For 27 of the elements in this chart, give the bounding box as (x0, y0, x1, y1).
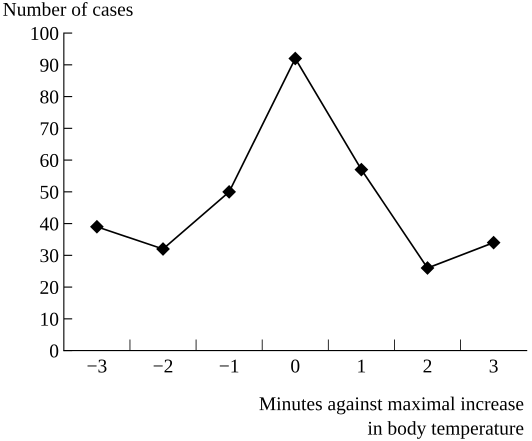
y-tick-label: 100 (32, 26, 58, 40)
x-tick-label: 3 (490, 360, 498, 373)
y-tick-label: 60 (40, 154, 58, 168)
x-tick-label: −2 (154, 360, 172, 372)
point (487, 236, 500, 250)
y-tick-label: 10 (41, 312, 58, 326)
y-tick-label: 40 (40, 217, 58, 231)
y-tick-label: 80 (40, 90, 58, 104)
x-tick-label: −1 (220, 360, 238, 372)
y-tick-label: 50 (40, 186, 58, 199)
y-tick-label: 70 (40, 122, 58, 136)
y-tick-label: 20 (40, 280, 58, 294)
point (354, 163, 368, 176)
y-axis-title: Number of cases (3, 2, 133, 16)
point (288, 52, 302, 66)
point (222, 185, 236, 198)
x-tick-label: −3 (88, 360, 106, 373)
x-tick-label: 1 (358, 360, 366, 372)
point (90, 220, 104, 234)
x-axis-title: Minutes against maximal increase in body temperature (259, 396, 524, 439)
point (156, 242, 170, 256)
y-tick-label: 90 (40, 58, 58, 72)
x-tick-label: 2 (423, 360, 432, 372)
y-tick-label: 30 (40, 249, 58, 262)
x-tick-label: 0 (291, 359, 300, 373)
y-tick-label: 0 (50, 344, 58, 358)
point (420, 261, 434, 275)
